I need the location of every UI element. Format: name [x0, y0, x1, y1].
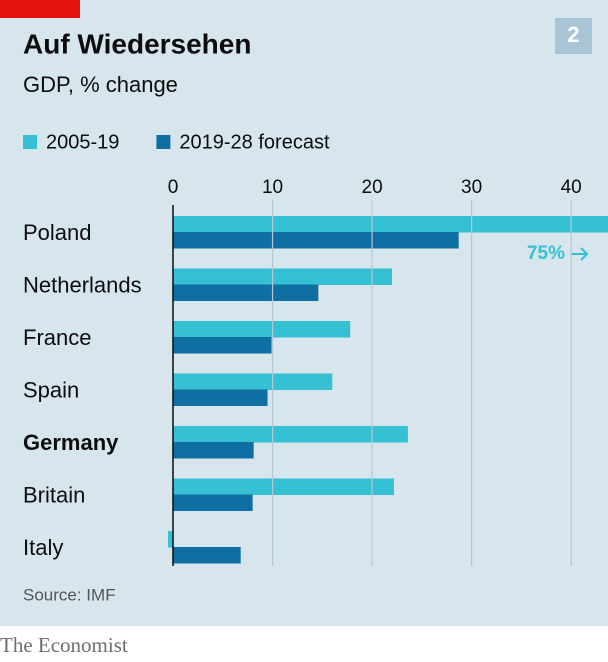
arrow — [572, 247, 589, 261]
x-tick-label: 0 — [168, 177, 179, 198]
bar — [173, 321, 351, 338]
category-label: Spain — [23, 377, 79, 402]
bar — [173, 268, 392, 285]
x-tick-label: 10 — [262, 177, 283, 198]
category-label: Poland — [23, 220, 92, 245]
bar — [173, 373, 333, 390]
legend-swatch — [23, 135, 37, 149]
legend-swatch — [156, 135, 171, 149]
x-tick-label: 20 — [362, 177, 383, 198]
bar — [168, 531, 173, 548]
badge-box — [555, 18, 592, 54]
bar — [173, 232, 459, 249]
bar — [173, 442, 254, 459]
chart-title: Auf Wiedersehen — [23, 28, 251, 59]
badge: 2 — [567, 22, 579, 47]
bar — [173, 284, 319, 301]
legend-label: 2019-28 forecast — [179, 131, 330, 153]
legend-label: 2005-19 — [46, 131, 119, 153]
bar — [173, 547, 241, 564]
background — [0, 0, 608, 626]
category-label: Italy — [23, 535, 63, 560]
bar — [173, 216, 608, 233]
category-label: France — [23, 325, 91, 350]
brand: The Economist — [0, 633, 128, 657]
bar — [173, 389, 268, 406]
footer-background — [0, 626, 608, 662]
x-tick-label: 30 — [461, 177, 482, 198]
plot — [168, 216, 608, 564]
category-label: Germany — [23, 430, 119, 455]
source: Source: IMF — [23, 585, 116, 604]
bar — [173, 426, 408, 443]
red-tag — [0, 0, 80, 18]
bar — [173, 494, 253, 511]
x-tick-label: 40 — [561, 177, 582, 198]
bar — [173, 478, 394, 495]
bar — [173, 337, 272, 354]
category-label: Netherlands — [23, 272, 142, 297]
chart-subtitle: GDP, % change — [23, 72, 178, 97]
value-label: 75% — [527, 243, 565, 264]
category-label: Britain — [23, 482, 85, 507]
